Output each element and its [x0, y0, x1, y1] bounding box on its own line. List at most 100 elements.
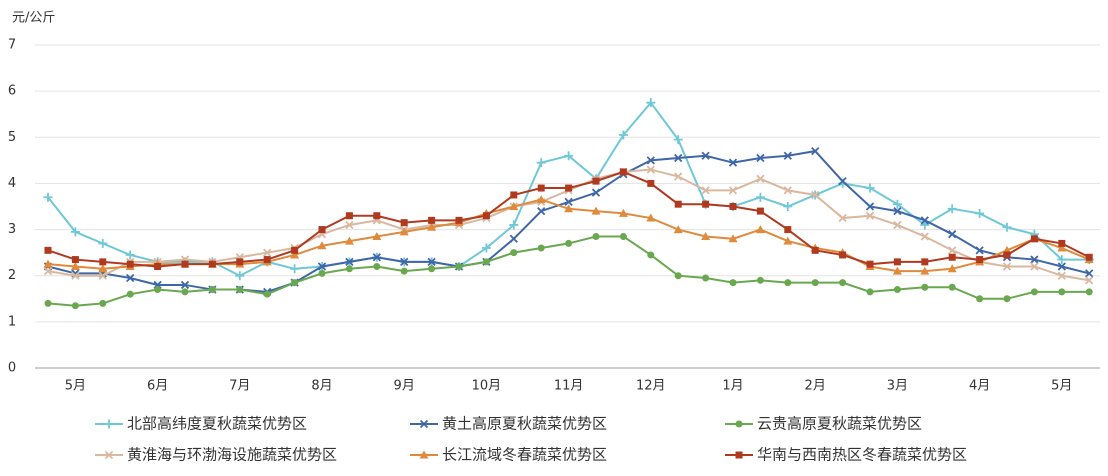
x-tick-label: 5月	[1051, 379, 1072, 394]
data-point	[345, 265, 353, 273]
data-point	[783, 236, 793, 245]
data-point	[947, 204, 957, 214]
data-point	[948, 230, 957, 239]
data-point	[43, 259, 53, 268]
data-point	[783, 202, 793, 211]
data-point	[98, 238, 108, 248]
data-point	[1030, 255, 1039, 264]
legend-label: 云贵高原夏秋蔬菜优势区	[757, 415, 922, 433]
data-point	[976, 295, 984, 303]
legend-label: 黄土高原夏秋蔬菜优势区	[442, 415, 607, 433]
data-point	[674, 153, 683, 163]
data-point	[344, 236, 354, 245]
data-point	[783, 151, 792, 160]
data-point	[975, 208, 985, 218]
data-point	[618, 208, 628, 217]
data-point	[783, 186, 792, 195]
data-point	[673, 135, 683, 145]
data-point	[1057, 262, 1066, 271]
data-point	[564, 197, 573, 207]
data-point	[317, 262, 327, 271]
data-point	[756, 207, 764, 215]
data-point	[1085, 253, 1093, 261]
data-point	[236, 258, 244, 266]
data-point	[372, 231, 382, 240]
data-point	[591, 188, 601, 197]
data-point	[976, 256, 984, 264]
data-point	[536, 195, 546, 204]
data-point	[290, 250, 300, 259]
data-point	[98, 271, 107, 280]
data-point	[345, 212, 353, 220]
data-point	[893, 206, 902, 216]
data-point	[1030, 288, 1038, 296]
data-point	[865, 183, 875, 193]
data-point	[674, 172, 683, 181]
data-point	[455, 262, 463, 270]
data-point	[126, 260, 134, 268]
x-tick-label: 5月	[65, 379, 86, 394]
data-point	[921, 283, 929, 291]
data-point	[618, 130, 628, 140]
x-tick-label: 12月	[636, 379, 666, 394]
data-point	[565, 184, 573, 192]
y-tick-label: 4	[8, 176, 16, 191]
data-point	[71, 256, 79, 264]
data-point	[1003, 295, 1011, 303]
data-point	[755, 225, 765, 234]
data-point	[728, 158, 738, 167]
x-tick-label: 3月	[887, 379, 908, 394]
data-point	[510, 191, 518, 199]
data-point	[839, 279, 847, 287]
data-point	[428, 265, 436, 273]
data-point	[263, 290, 271, 298]
data-point	[1085, 276, 1094, 285]
data-point	[920, 220, 930, 230]
data-point	[921, 258, 929, 266]
data-point	[373, 262, 381, 270]
data-point	[1058, 239, 1066, 247]
data-point	[318, 269, 326, 277]
data-point	[1002, 262, 1012, 271]
data-point	[400, 257, 409, 267]
data-point	[893, 220, 902, 230]
data-point	[99, 258, 107, 266]
data-point	[729, 279, 737, 287]
legend-label: 长江流域冬春蔬菜优势区	[442, 446, 607, 464]
data-point	[811, 246, 819, 254]
data-point	[702, 274, 710, 282]
data-point	[756, 153, 765, 163]
data-point	[784, 279, 792, 287]
data-point	[400, 219, 408, 227]
data-point	[427, 222, 437, 231]
x-tick-label: 8月	[311, 379, 332, 394]
y-tick-label: 5	[8, 130, 16, 145]
x-tick-label: 11月	[554, 379, 584, 394]
data-point	[728, 186, 738, 195]
data-point	[317, 241, 327, 250]
data-point	[811, 279, 819, 287]
legend-label: 黄淮海与环渤海设施蔬菜优势区	[127, 446, 337, 464]
data-point	[565, 239, 573, 247]
data-point	[537, 184, 545, 192]
data-point	[646, 213, 656, 222]
data-point	[99, 299, 107, 307]
data-point	[71, 302, 79, 310]
data-point	[44, 299, 52, 307]
data-point	[673, 225, 683, 234]
data-point	[291, 246, 299, 254]
data-point	[701, 186, 710, 195]
data-point	[1057, 243, 1067, 252]
data-point	[865, 211, 875, 220]
data-point	[591, 206, 601, 215]
data-point	[482, 212, 490, 220]
y-tick-label: 0	[8, 361, 16, 376]
data-point	[674, 200, 682, 208]
data-point	[43, 266, 53, 276]
data-point	[756, 276, 764, 284]
x-tick-label: 9月	[394, 379, 415, 394]
data-point	[180, 280, 190, 290]
data-point	[647, 179, 655, 187]
data-point	[646, 165, 655, 174]
